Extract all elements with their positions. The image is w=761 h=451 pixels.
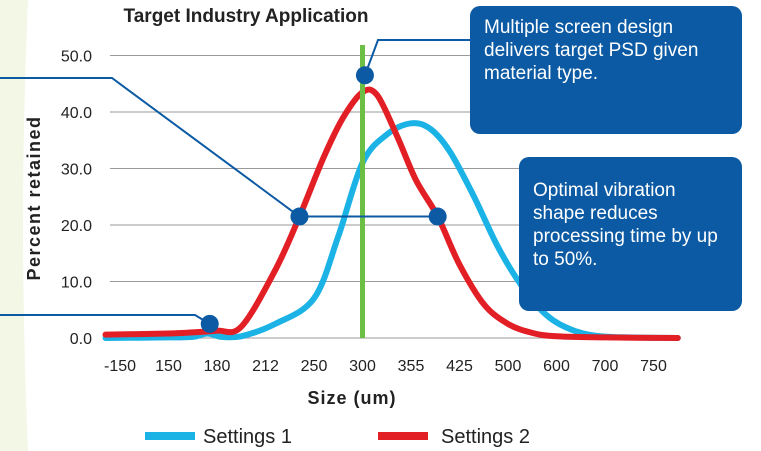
x-axis-label: Size (um) bbox=[307, 388, 396, 408]
x-tick-label: 355 bbox=[398, 358, 425, 375]
series-line-2 bbox=[102, 86, 681, 341]
chart-title: Target Industry Application bbox=[123, 6, 369, 27]
x-tick-label: 300 bbox=[349, 358, 376, 375]
y-tick-label: 30.0 bbox=[61, 162, 92, 179]
y-axis-label: Percent retained bbox=[24, 115, 44, 280]
x-tick-label: 600 bbox=[543, 358, 570, 375]
x-tick-label: 750 bbox=[640, 358, 667, 375]
y-tick-label: 20.0 bbox=[61, 218, 92, 235]
x-tick-label: 500 bbox=[495, 358, 522, 375]
callout-connector-top bbox=[363, 39, 470, 76]
x-tick-label: 250 bbox=[301, 358, 328, 375]
callout-marker-1 bbox=[200, 314, 219, 333]
callout-connector-left bbox=[0, 77, 301, 218]
x-tick-label: 212 bbox=[252, 358, 279, 375]
x-tick-label: -150 bbox=[104, 358, 136, 375]
x-tick-label: 425 bbox=[446, 358, 473, 375]
callout-connector-low bbox=[0, 314, 211, 325]
callout-vibration-shape: Optimal vibration shape reduces processi… bbox=[519, 157, 742, 311]
x-tick-label: 180 bbox=[204, 358, 231, 375]
y-tick-label: 40.0 bbox=[61, 105, 92, 122]
callout-marker-2 bbox=[290, 207, 309, 226]
y-tick-label: 10.0 bbox=[61, 275, 92, 292]
legend-label-2: Settings 2 bbox=[441, 426, 530, 448]
callout-marker-3 bbox=[428, 207, 447, 226]
background-band bbox=[0, 0, 28, 451]
callout-screen-design: Multiple screen design delivers target P… bbox=[470, 6, 742, 134]
x-tick-label: 700 bbox=[592, 358, 619, 375]
legend-label-1: Settings 1 bbox=[203, 426, 292, 448]
y-tick-label: 50.0 bbox=[61, 49, 92, 66]
y-tick-label: 0.0 bbox=[70, 331, 92, 348]
callout-marker-4 bbox=[355, 66, 374, 85]
legend-swatch-2 bbox=[378, 432, 428, 440]
legend-swatch-1 bbox=[145, 432, 195, 440]
x-tick-label: 150 bbox=[155, 358, 182, 375]
